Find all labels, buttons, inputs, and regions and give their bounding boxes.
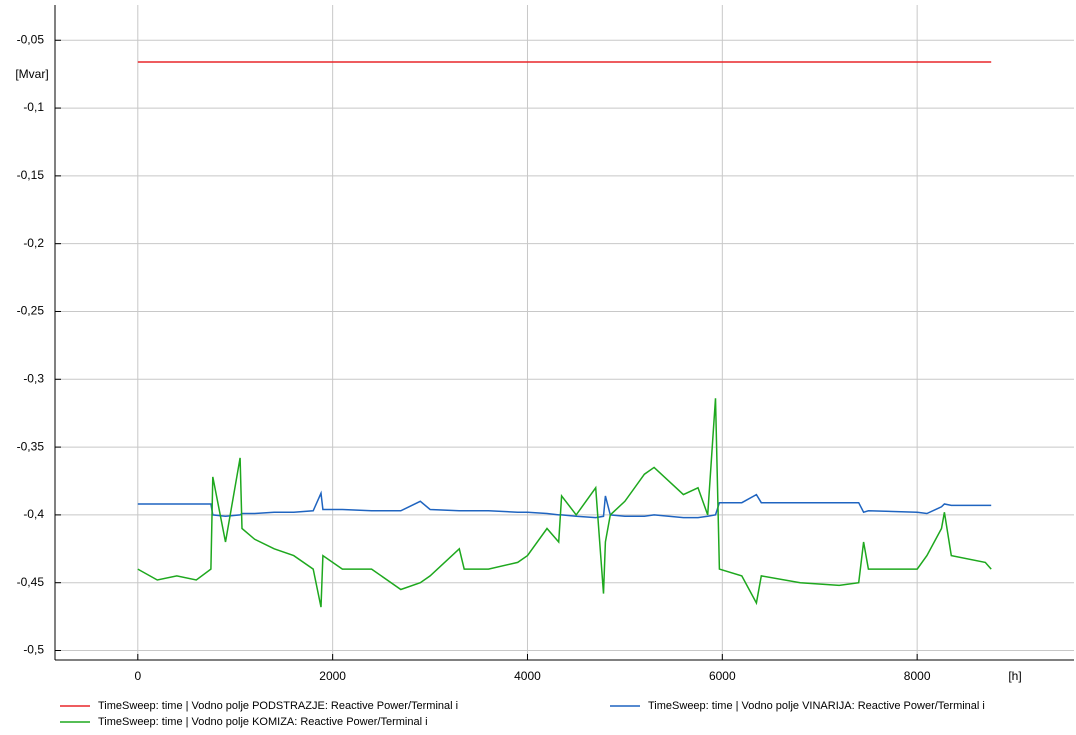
x-tick-label: 8000 [904, 669, 931, 683]
y-tick-label: -0,1 [23, 100, 44, 114]
y-tick-label: -0,35 [17, 439, 45, 453]
y-tick-label: -0,3 [23, 371, 44, 385]
x-tick-label: 6000 [709, 669, 736, 683]
series-line [137, 398, 992, 608]
legend: TimeSweep: time | Vodno polje PODSTRAZJE… [60, 700, 985, 728]
x-axis-unit: [h] [1008, 669, 1021, 683]
y-axis-unit: [Mvar] [15, 67, 48, 81]
y-tick-label: -0,5 [23, 643, 44, 657]
y-tick-label: -0,2 [23, 236, 44, 250]
y-tick-label: -0,4 [23, 507, 44, 521]
y-tick-label: -0,25 [17, 304, 45, 318]
series-line [137, 490, 992, 519]
x-tick-label: 2000 [319, 669, 346, 683]
legend-label: TimeSweep: time | Vodno polje PODSTRAZJE… [98, 700, 458, 712]
legend-label: TimeSweep: time | Vodno polje VINARIJA: … [648, 700, 985, 712]
legend-label: TimeSweep: time | Vodno polje KOMIZA: Re… [98, 716, 428, 728]
y-tick-label: -0,05 [17, 32, 45, 46]
y-tick-label: -0,45 [17, 575, 45, 589]
x-tick-label: 4000 [514, 669, 541, 683]
x-tick-label: 0 [134, 669, 141, 683]
y-tick-label: -0,15 [17, 168, 45, 182]
